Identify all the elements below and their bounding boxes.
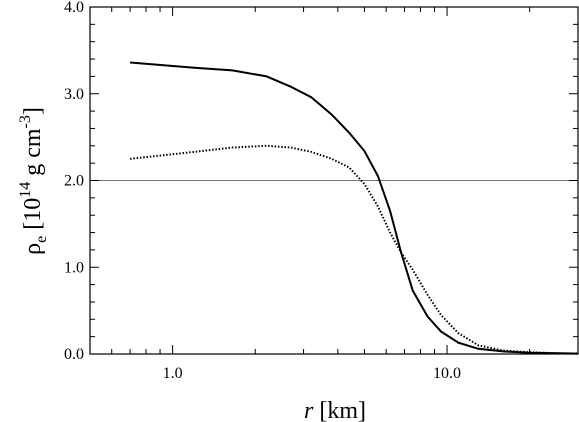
plot-area: [90, 61, 579, 355]
axes: 0.0 1.0 2.0 3.0 4.0 1.0 10.0: [64, 0, 579, 382]
y-tick-label: 0.0: [64, 346, 84, 363]
y-tick-label: 4.0: [64, 0, 84, 16]
x-axis-title-unit: [km]: [313, 398, 366, 422]
y-axis-title-open: [10: [20, 198, 46, 236]
x-tick-label: 10.0: [433, 365, 461, 382]
y-tick-label: 2.0: [64, 173, 84, 190]
y-axis-title-exp-14: 14: [17, 182, 34, 198]
y-tick-label: 3.0: [64, 86, 84, 103]
y-axis-title-close: ]: [20, 107, 46, 115]
y-axis-title-exp-minus3: -3: [17, 115, 34, 128]
y-axis-title: ρe [1014 g cm-3]: [17, 107, 50, 255]
y-axis-title-subscript: e: [33, 236, 50, 243]
y-tick-label: 1.0: [64, 259, 84, 276]
x-tick-label: 1.0: [163, 365, 183, 382]
series-line-solid: [130, 61, 579, 355]
x-axis-title-variable: r: [304, 398, 314, 422]
x-axis-title: r [km]: [304, 398, 366, 422]
series-line-dotted: [129, 144, 579, 355]
y-axis-title-units: g cm: [20, 128, 46, 182]
y-axis-title-rho: ρ: [20, 243, 46, 255]
